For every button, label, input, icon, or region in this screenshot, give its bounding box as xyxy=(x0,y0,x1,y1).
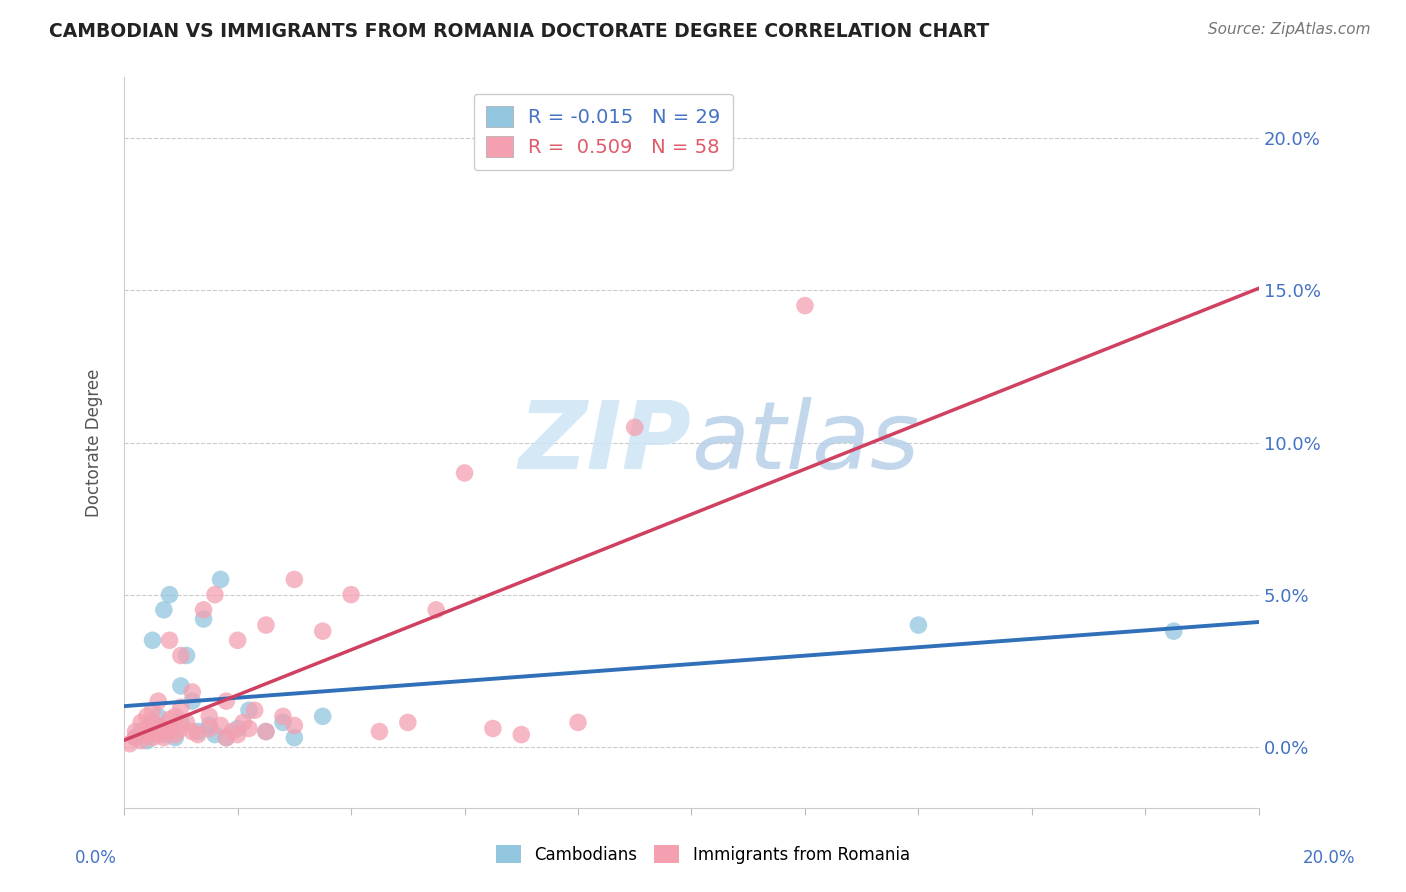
Point xyxy=(124,731,146,745)
Point xyxy=(146,694,169,708)
Point xyxy=(368,724,391,739)
Point xyxy=(170,722,193,736)
Point xyxy=(170,700,193,714)
Point xyxy=(187,724,209,739)
Point xyxy=(226,722,249,736)
Point xyxy=(159,633,181,648)
Point xyxy=(215,694,238,708)
Point xyxy=(283,718,305,732)
Point xyxy=(141,715,163,730)
Point xyxy=(141,724,163,739)
Point xyxy=(165,728,187,742)
Text: 0.0%: 0.0% xyxy=(75,849,117,867)
Point xyxy=(232,715,254,730)
Text: atlas: atlas xyxy=(692,397,920,488)
Point xyxy=(482,722,505,736)
Point xyxy=(340,588,363,602)
Point xyxy=(159,724,181,739)
Point xyxy=(146,709,169,723)
Point xyxy=(153,728,176,742)
Point xyxy=(181,694,204,708)
Point xyxy=(124,724,146,739)
Point xyxy=(243,703,266,717)
Text: 20.0%: 20.0% xyxy=(1302,849,1355,867)
Legend: Cambodians, Immigrants from Romania: Cambodians, Immigrants from Romania xyxy=(489,838,917,871)
Point xyxy=(141,715,163,730)
Point xyxy=(198,722,221,736)
Point xyxy=(153,722,176,736)
Point xyxy=(129,715,152,730)
Point xyxy=(170,715,193,730)
Point xyxy=(153,731,176,745)
Point xyxy=(567,715,589,730)
Point xyxy=(165,709,187,723)
Point xyxy=(193,603,215,617)
Point xyxy=(283,573,305,587)
Point xyxy=(312,624,335,639)
Point xyxy=(396,715,419,730)
Point xyxy=(129,733,152,747)
Point xyxy=(794,299,817,313)
Point xyxy=(221,724,243,739)
Point xyxy=(146,728,169,742)
Point xyxy=(204,728,226,742)
Point xyxy=(254,724,277,739)
Point xyxy=(135,733,157,747)
Legend: R = -0.015   N = 29, R =  0.509   N = 58: R = -0.015 N = 29, R = 0.509 N = 58 xyxy=(474,94,733,169)
Point xyxy=(135,728,157,742)
Point xyxy=(226,728,249,742)
Point xyxy=(254,724,277,739)
Point xyxy=(159,588,181,602)
Point xyxy=(271,715,294,730)
Point xyxy=(198,718,221,732)
Point xyxy=(907,618,929,632)
Point xyxy=(254,618,277,632)
Text: Source: ZipAtlas.com: Source: ZipAtlas.com xyxy=(1208,22,1371,37)
Point xyxy=(510,728,533,742)
Point xyxy=(124,731,146,745)
Point xyxy=(135,722,157,736)
Text: ZIP: ZIP xyxy=(519,397,692,489)
Point xyxy=(209,573,232,587)
Point xyxy=(141,703,163,717)
Point xyxy=(187,728,209,742)
Point xyxy=(425,603,447,617)
Point xyxy=(181,685,204,699)
Point xyxy=(226,633,249,648)
Point xyxy=(170,679,193,693)
Point xyxy=(623,420,645,434)
Point xyxy=(181,724,204,739)
Point xyxy=(141,633,163,648)
Point xyxy=(135,709,157,723)
Point xyxy=(238,703,260,717)
Point xyxy=(312,709,335,723)
Point xyxy=(209,718,232,732)
Point xyxy=(146,718,169,732)
Point xyxy=(238,722,260,736)
Point xyxy=(141,731,163,745)
Point xyxy=(159,722,181,736)
Point xyxy=(453,466,475,480)
Point xyxy=(176,715,198,730)
Y-axis label: Doctorate Degree: Doctorate Degree xyxy=(86,368,103,516)
Point xyxy=(271,709,294,723)
Text: CAMBODIAN VS IMMIGRANTS FROM ROMANIA DOCTORATE DEGREE CORRELATION CHART: CAMBODIAN VS IMMIGRANTS FROM ROMANIA DOC… xyxy=(49,22,990,41)
Point xyxy=(153,603,176,617)
Point xyxy=(193,612,215,626)
Point xyxy=(165,731,187,745)
Point xyxy=(1163,624,1185,639)
Point xyxy=(129,724,152,739)
Point xyxy=(215,731,238,745)
Point xyxy=(204,588,226,602)
Point xyxy=(215,731,238,745)
Point xyxy=(198,709,221,723)
Point xyxy=(176,648,198,663)
Point xyxy=(170,648,193,663)
Point xyxy=(283,731,305,745)
Point xyxy=(159,712,181,726)
Point xyxy=(118,737,141,751)
